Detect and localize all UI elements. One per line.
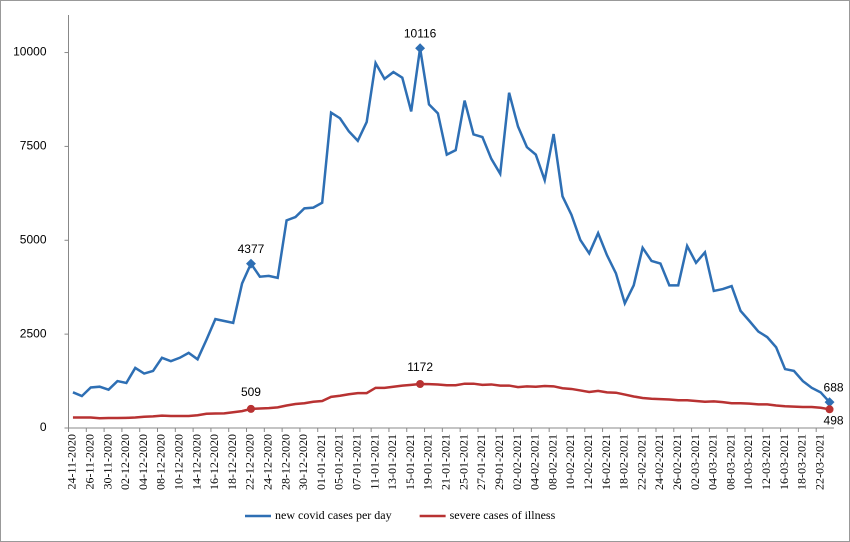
x-tick-label: 18-02-2021	[617, 434, 631, 490]
x-tick-label: 08-03-2021	[723, 434, 737, 490]
x-tick-label: 16-12-2020	[207, 434, 221, 490]
y-tick-label: 10000	[13, 45, 47, 59]
point-marker	[825, 405, 834, 414]
x-tick-label: 10-03-2021	[741, 434, 755, 490]
x-tick-label: 21-01-2021	[439, 434, 453, 490]
x-tick-label: 05-01-2021	[332, 434, 346, 490]
x-tick-label: 24-11-2020	[65, 434, 79, 490]
x-tick-label: 30-12-2020	[296, 434, 310, 490]
data-label: 1172	[407, 360, 433, 374]
x-tick-label: 25-01-2021	[456, 434, 470, 490]
x-tick-label: 10-12-2020	[172, 434, 186, 490]
point-marker	[416, 379, 425, 388]
legend-label: severe cases of illness	[450, 508, 556, 522]
x-tick-label: 07-01-2021	[350, 434, 364, 490]
x-tick-label: 22-03-2021	[812, 434, 826, 490]
data-label: 4377	[238, 242, 265, 256]
x-tick-label: 04-02-2021	[528, 434, 542, 490]
y-tick-label: 0	[40, 420, 47, 434]
x-tick-label: 02-03-2021	[688, 434, 702, 490]
x-tick-label: 24-12-2020	[261, 434, 275, 490]
series-line	[72, 382, 830, 420]
x-tick-label: 24-02-2021	[652, 434, 666, 490]
x-tick-label: 30-11-2020	[100, 434, 114, 490]
x-tick-label: 22-12-2020	[243, 434, 257, 490]
x-tick-label: 02-02-2021	[510, 434, 524, 490]
point-marker	[246, 258, 256, 269]
legend-label: new covid cases per day	[275, 508, 392, 522]
data-label: 509	[241, 385, 261, 399]
x-tick-label: 02-12-2020	[118, 434, 132, 490]
x-tick-label: 29-01-2021	[492, 434, 506, 490]
x-tick-label: 13-01-2021	[385, 434, 399, 490]
x-tick-label: 26-11-2020	[83, 434, 97, 490]
x-tick-label: 26-02-2021	[670, 434, 684, 490]
x-tick-label: 19-01-2021	[421, 434, 435, 490]
series-line	[72, 47, 831, 404]
x-tick-label: 14-12-2020	[189, 434, 203, 490]
x-tick-label: 18-03-2021	[795, 434, 809, 490]
x-tick-label: 28-12-2020	[278, 434, 292, 490]
point-marker	[246, 404, 255, 413]
x-tick-label: 11-01-2021	[367, 434, 381, 490]
data-label: 498	[824, 413, 844, 427]
x-tick-label: 16-02-2021	[599, 434, 613, 490]
y-tick-label: 2500	[20, 326, 47, 340]
x-tick-label: 12-02-2021	[581, 434, 595, 490]
x-tick-label: 27-01-2021	[474, 434, 488, 490]
x-tick-label: 08-02-2021	[545, 434, 559, 490]
x-tick-label: 01-01-2021	[314, 434, 328, 490]
x-tick-label: 04-12-2020	[136, 434, 150, 490]
x-tick-label: 16-03-2021	[777, 434, 791, 490]
y-tick-label: 7500	[20, 139, 47, 153]
x-tick-label: 10-02-2021	[563, 434, 577, 490]
point-marker	[824, 397, 835, 408]
y-tick-label: 5000	[20, 232, 47, 246]
x-tick-label: 12-03-2021	[759, 434, 773, 490]
x-tick-label: 18-12-2020	[225, 434, 239, 490]
x-tick-label: 04-03-2021	[706, 434, 720, 490]
data-label: 10116	[404, 26, 437, 40]
data-label: 688	[824, 380, 844, 394]
x-tick-label: 15-01-2021	[403, 434, 417, 490]
x-tick-label: 22-02-2021	[634, 434, 648, 490]
x-tick-label: 08-12-2020	[154, 434, 168, 490]
